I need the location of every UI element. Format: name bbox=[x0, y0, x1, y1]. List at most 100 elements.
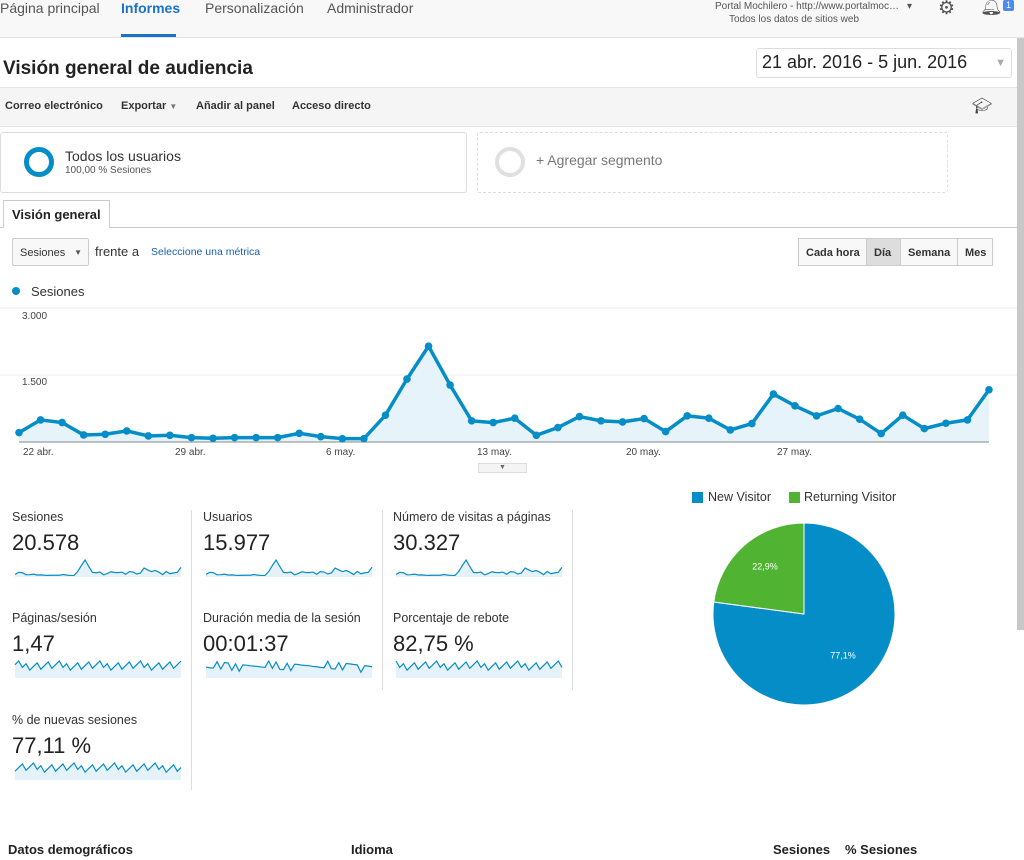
sparkline-line bbox=[205, 558, 373, 577]
legend-sessions: Sesiones bbox=[31, 284, 85, 299]
email-button[interactable]: Correo electrónico bbox=[5, 100, 103, 112]
export-label: Exportar bbox=[121, 100, 167, 112]
y-tick-3000: 3.000 bbox=[22, 311, 48, 322]
sparkline-area bbox=[396, 661, 562, 678]
data-point bbox=[661, 427, 670, 436]
select-metric-link[interactable]: Seleccione una métrica bbox=[151, 246, 261, 258]
data-point bbox=[381, 411, 390, 419]
nav-reports[interactable]: Informes bbox=[121, 0, 181, 16]
x-tick: 13 may. bbox=[477, 447, 512, 458]
metric-value: 15.977 bbox=[203, 530, 271, 555]
metric-value: 30.327 bbox=[393, 530, 461, 555]
legend-new-visitor: New Visitor bbox=[708, 490, 771, 504]
demographics-heading: Datos demográficos bbox=[8, 842, 133, 857]
data-point bbox=[295, 429, 304, 438]
data-point bbox=[683, 412, 692, 420]
sparkline-line bbox=[14, 762, 182, 774]
granularity-week[interactable]: Semana bbox=[900, 238, 958, 266]
sparkline-area bbox=[206, 560, 372, 577]
data-point bbox=[597, 417, 605, 425]
top-nav: Página principal Informes Personalizació… bbox=[0, 0, 1024, 38]
data-point bbox=[812, 412, 821, 420]
data-point bbox=[769, 390, 778, 398]
granularity-hourly[interactable]: Cada hora bbox=[798, 238, 867, 266]
add-segment-label: + Agregar segmento bbox=[536, 152, 663, 168]
x-tick: 27 may. bbox=[777, 447, 812, 458]
data-point bbox=[834, 404, 842, 413]
add-segment-button[interactable]: + Agregar segmento bbox=[477, 132, 948, 193]
chart-collapse-handle[interactable]: ▼ bbox=[478, 463, 527, 473]
data-point bbox=[79, 431, 88, 439]
gear-icon[interactable]: ⚙ bbox=[938, 0, 956, 19]
page-title: Visión general de audiencia bbox=[3, 58, 253, 79]
nav-admin[interactable]: Administrador bbox=[327, 0, 414, 16]
y-tick-1500: 1.500 bbox=[22, 377, 48, 388]
data-point bbox=[316, 432, 325, 441]
data-point bbox=[187, 433, 196, 442]
metric-select[interactable]: Sesiones ▼ bbox=[12, 238, 89, 266]
data-point bbox=[101, 430, 110, 439]
metric-sparkline bbox=[395, 660, 563, 678]
pie-label: 77,1% bbox=[830, 650, 856, 660]
sessions-line-chart bbox=[0, 307, 1017, 443]
granularity-month[interactable]: Mes bbox=[957, 238, 993, 266]
data-point bbox=[791, 402, 799, 410]
metric-label: % de nuevas sesiones bbox=[12, 713, 138, 727]
metric-select-value: Sesiones bbox=[20, 247, 66, 259]
metric-sparkline bbox=[14, 660, 182, 678]
metric-value: 82,75 % bbox=[393, 631, 474, 656]
sessions-column-header: Sesiones bbox=[773, 842, 831, 857]
data-point bbox=[36, 416, 45, 424]
segment-all-users[interactable]: Todos los usuarios 100,00 % Sesiones bbox=[0, 132, 467, 193]
add-to-dashboard-button[interactable]: Añadir al panel bbox=[196, 100, 275, 112]
divider bbox=[191, 510, 192, 790]
chevron-down-icon: ▼ bbox=[74, 248, 82, 257]
tab-overview[interactable]: Visión general bbox=[3, 200, 110, 228]
data-point bbox=[467, 417, 476, 425]
shortcut-button[interactable]: Acceso directo bbox=[292, 100, 371, 112]
active-tab-indicator bbox=[121, 34, 176, 37]
data-point bbox=[855, 415, 864, 424]
sparkline-line bbox=[14, 558, 182, 577]
metric-label: Páginas/sesión bbox=[12, 611, 97, 625]
granularity-day[interactable]: Día bbox=[866, 238, 901, 266]
data-point bbox=[360, 434, 368, 443]
data-point bbox=[575, 412, 584, 421]
metric-sparkline bbox=[205, 558, 373, 577]
segment-name: Todos los usuarios bbox=[65, 148, 181, 164]
sparkline-line bbox=[205, 659, 373, 674]
sparkline-line bbox=[395, 660, 563, 672]
data-point bbox=[618, 418, 627, 426]
scrollbar[interactable] bbox=[1017, 38, 1024, 630]
notification-badge: 1 bbox=[1003, 0, 1015, 11]
data-point bbox=[920, 424, 929, 433]
data-point bbox=[704, 414, 713, 422]
nav-customization[interactable]: Personalización bbox=[205, 0, 304, 16]
data-point bbox=[446, 381, 454, 389]
series-line bbox=[18, 342, 991, 441]
metric-label: Número de visitas a páginas bbox=[393, 510, 551, 524]
chevron-down-icon: ▼ bbox=[169, 102, 178, 111]
metric-label: Usuarios bbox=[203, 510, 253, 524]
metric-sparkline bbox=[14, 762, 182, 780]
x-tick: 22 abr. bbox=[23, 447, 54, 458]
date-range-picker[interactable]: 21 abr. 2016 - 5 jun. 2016 ▼ bbox=[756, 48, 1012, 78]
graduation-cap-icon[interactable]: 🎓︎ bbox=[972, 98, 993, 115]
account-selector[interactable]: Portal Mochilero - http://www.portalmoc…… bbox=[715, 1, 912, 13]
data-point bbox=[877, 429, 886, 438]
bell-icon[interactable]: 🔔︎ bbox=[980, 0, 1003, 16]
date-range-text: 21 abr. 2016 - 5 jun. 2016 bbox=[762, 52, 968, 72]
nav-home[interactable]: Página principal bbox=[0, 0, 100, 16]
data-point bbox=[15, 428, 23, 437]
segment-ring-icon bbox=[24, 147, 54, 177]
export-button[interactable]: Exportar ▼ bbox=[121, 100, 177, 112]
data-point bbox=[640, 414, 648, 423]
x-tick: 29 abr. bbox=[175, 447, 206, 458]
legend-returning-visitor: Returning Visitor bbox=[804, 490, 897, 504]
sparkline-area bbox=[396, 560, 562, 577]
data-point bbox=[489, 418, 498, 427]
metric-sparkline bbox=[14, 558, 182, 577]
data-point bbox=[985, 385, 993, 394]
metric-label: Sesiones bbox=[12, 510, 64, 524]
metric-value: 20.578 bbox=[12, 530, 80, 555]
